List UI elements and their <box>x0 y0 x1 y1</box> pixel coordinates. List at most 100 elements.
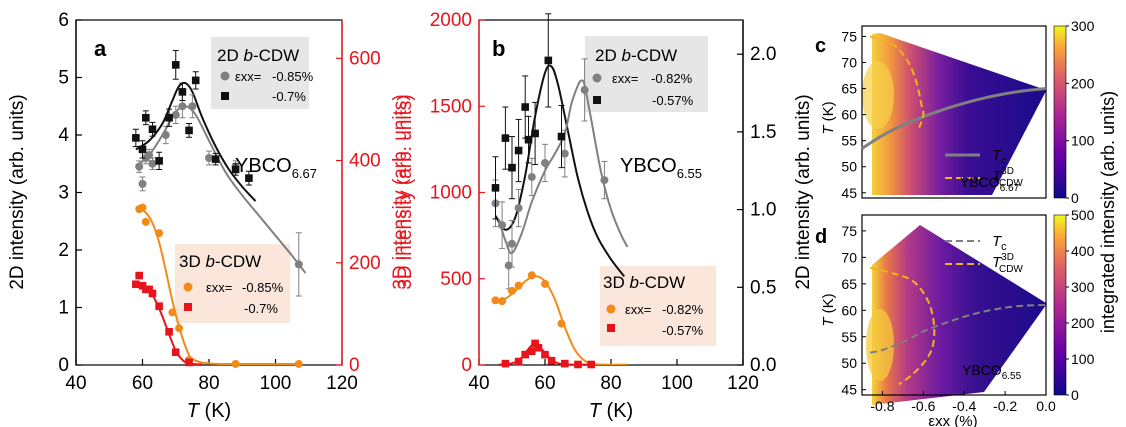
legend-entry-2d-1-a: -0.85% <box>272 69 314 84</box>
data-point <box>547 356 556 365</box>
data-point <box>534 343 543 352</box>
legend-strain-2d-a: εxx= <box>235 69 261 84</box>
y-tick-label: 50 <box>841 159 857 175</box>
tc-curve <box>861 87 1047 150</box>
data-point <box>138 145 147 154</box>
data-point <box>524 135 533 144</box>
legend-tcdw-c: T3D CDW <box>992 166 1023 189</box>
data-point <box>148 125 157 134</box>
data-point <box>514 204 523 213</box>
data-point <box>231 165 240 174</box>
x-tick-label: 0.0 <box>1036 398 1056 414</box>
y-right-tick-label: 0 <box>349 355 360 376</box>
legend-entry-2d-2-a: -0.7% <box>272 89 306 104</box>
x-tick-label: -0.6 <box>911 398 935 414</box>
legend-marker-2d-1-b <box>592 73 602 83</box>
data-point <box>508 163 516 172</box>
legend-entry-2d-2-b: -0.57% <box>652 93 694 108</box>
y-tick-label: 65 <box>841 81 857 97</box>
legend-strain-3d-b: εxx= <box>625 302 651 317</box>
colorbar-tick-label: 0 <box>1071 190 1079 206</box>
sample-label-c: YBCO6.67 <box>960 174 1020 194</box>
x-tick-label: -0.2 <box>993 398 1017 414</box>
legend-2d-box-b <box>585 36 708 112</box>
data-point <box>135 162 144 171</box>
x-tick-label: -0.8 <box>870 398 894 414</box>
data-point <box>135 271 143 280</box>
data-point <box>161 131 170 139</box>
data-point <box>544 56 553 65</box>
y-tick-label: 0 <box>58 355 69 376</box>
legend-3d-title-b: 3D b-CDW <box>603 273 685 292</box>
y-tick-label: 75 <box>841 28 857 44</box>
heatmap-region-c <box>872 33 1046 195</box>
data-point <box>600 176 609 185</box>
x-axis-label-d: εxx (%) <box>928 413 977 427</box>
legend-marker-2d-2-b <box>593 96 601 104</box>
y-tick-label: 500 <box>440 269 472 290</box>
y-right-tick-label: 600 <box>349 48 381 69</box>
data-point <box>521 103 529 111</box>
y-tick-label: 75 <box>841 223 857 239</box>
y-axis-right-label-a: 3D intensity (arb. units) <box>390 94 411 289</box>
legend-entry-3d-2-b: -0.57% <box>662 323 704 338</box>
y-right-tick-label: 1.0 <box>750 200 776 221</box>
data-point <box>185 358 193 367</box>
colorbar-tick-label: 300 <box>1071 18 1095 34</box>
colorbar-tick-label: 100 <box>1071 351 1095 367</box>
legend-3d-box-b <box>600 266 716 346</box>
legend-3d-title-a: 3D b-CDW <box>179 252 261 271</box>
y-tick-label: 55 <box>841 133 857 149</box>
colorbar-tick-label: 0 <box>1071 387 1079 403</box>
panel-label-b: b <box>492 36 505 61</box>
data-point <box>587 360 595 369</box>
x-tick-label: 100 <box>260 373 292 394</box>
panel-label-d: d <box>815 226 827 248</box>
legend-marker-3d-2-a <box>184 303 192 311</box>
x-tick-label: 120 <box>727 373 759 394</box>
y-tick-label: 3 <box>58 183 69 204</box>
y-right-tick-label: 0.5 <box>750 277 776 298</box>
data-point <box>491 184 500 192</box>
heatmap-region-d <box>872 225 1046 405</box>
colorbar-ticks-d: 0 100 200 300 400 500 <box>1066 207 1095 403</box>
sample-label-b: YBCO6.55 <box>620 155 702 181</box>
y-tick-label: 70 <box>841 249 857 265</box>
data-point <box>148 289 157 298</box>
x-tick-label: 60 <box>132 373 153 394</box>
data-point <box>155 157 163 165</box>
data-point <box>574 360 582 369</box>
data-point <box>491 296 500 305</box>
axes-d: 45 50 55 60 65 70 75 -0.8 -0.6 -0.4 -0.2 0.0 <box>841 223 1056 414</box>
y-tick-label: 45 <box>841 382 857 398</box>
y-right-tick-label: 1.5 <box>750 122 776 143</box>
y-tick-label: 2000 <box>430 10 472 31</box>
y-tick-label: 55 <box>841 329 857 345</box>
data-point <box>541 158 549 167</box>
data-point <box>132 280 140 289</box>
data-point <box>501 134 510 142</box>
data-point <box>138 203 147 212</box>
legend-2d-title-a: 2D b-CDW <box>217 46 299 65</box>
data-point <box>514 146 523 155</box>
data-point <box>541 350 549 359</box>
data-point <box>145 151 154 160</box>
data-point <box>132 134 140 142</box>
y-tick-label: 1500 <box>430 96 472 117</box>
data-points-b <box>491 13 609 369</box>
data-point <box>531 129 539 138</box>
colorbar-tick-label: 200 <box>1071 75 1095 91</box>
data-point <box>498 221 507 230</box>
heatmap-hotspot-c <box>862 61 894 129</box>
y-axis-label-d: T (K) <box>820 293 837 326</box>
data-point <box>498 297 507 306</box>
legend-entry-3d-2-a: -0.7% <box>244 301 278 316</box>
data-point <box>145 285 153 294</box>
y-tick-label: 65 <box>841 276 857 292</box>
x-tick-label: 60 <box>534 373 555 394</box>
data-point <box>231 359 240 368</box>
sample-label-a: YBCO6.67 <box>235 155 317 181</box>
sample-label-d: YBCO6.55 <box>962 362 1022 382</box>
